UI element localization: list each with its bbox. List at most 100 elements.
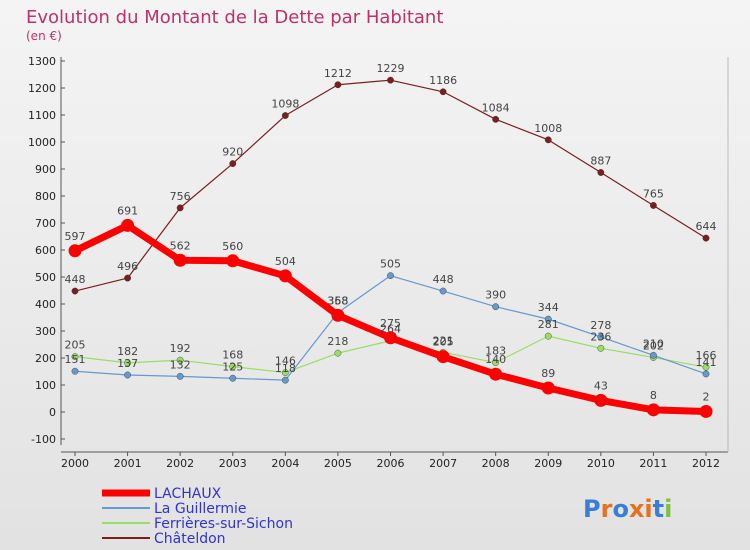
x-tick-label: 2003 [219, 457, 247, 470]
data-label: 218 [327, 335, 348, 348]
data-point [544, 315, 552, 323]
data-labels: 448 496 756 920 1098 1212 1229 1186 1084 1008 887 7… [65, 62, 717, 403]
data-label: 597 [65, 230, 86, 243]
axes: -100 0 100 200 300 400 500 600 700 800 900 1000 1100… [28, 55, 729, 470]
data-label: 496 [117, 260, 138, 273]
data-label: 125 [222, 360, 243, 373]
data-label: 344 [538, 301, 559, 314]
data-label: 205 [433, 336, 454, 349]
x-tick-label: 2002 [166, 457, 194, 470]
data-label: 8 [650, 389, 657, 402]
data-label: 756 [170, 190, 191, 203]
data-label: 132 [170, 358, 191, 371]
data-point [541, 381, 555, 395]
data-label: 1008 [534, 122, 562, 135]
x-tick-label: 2011 [639, 457, 667, 470]
data-label: 118 [275, 362, 296, 375]
data-point [387, 272, 394, 280]
data-point [489, 367, 503, 381]
y-tick-label: 1100 [28, 109, 56, 122]
y-tick-label: 1200 [28, 82, 56, 95]
data-label: 166 [696, 349, 717, 362]
data-label: 151 [65, 353, 86, 366]
x-tick-label: 2006 [377, 457, 405, 470]
series-layer [68, 76, 713, 418]
data-label: 2 [703, 390, 710, 403]
data-point [702, 370, 710, 378]
data-point [71, 367, 79, 375]
data-point [650, 202, 657, 209]
x-tick-label: 2004 [271, 457, 299, 470]
data-label: 1229 [377, 62, 405, 75]
data-label: 390 [485, 289, 506, 302]
series-3 [71, 76, 710, 295]
chart-subtitle: (en €) [26, 29, 62, 43]
data-point [229, 374, 237, 382]
series-0 [68, 218, 713, 418]
data-point [492, 303, 500, 311]
y-tick-label: 400 [35, 298, 56, 311]
data-point [597, 344, 605, 352]
data-label: 89 [541, 367, 555, 380]
data-label: 141 [696, 356, 717, 369]
data-point [121, 218, 135, 232]
data-point [436, 350, 450, 364]
data-label: 278 [590, 319, 611, 332]
data-label: 264 [380, 323, 401, 336]
proxiti-logo: Proxiti [583, 495, 672, 523]
x-tick-label: 2010 [587, 457, 615, 470]
x-tick-label: 2007 [429, 457, 457, 470]
data-label: 210 [643, 337, 664, 350]
data-point [387, 76, 394, 84]
data-point [281, 112, 289, 119]
data-point [334, 81, 342, 89]
data-label: 691 [117, 204, 138, 217]
data-label: 140 [485, 353, 506, 366]
data-label: 448 [65, 273, 86, 286]
x-tick-label: 2012 [692, 457, 720, 470]
data-point [176, 204, 184, 212]
y-tick-label: -100 [31, 433, 56, 446]
data-label: 562 [170, 239, 191, 252]
data-label: 221 [433, 334, 454, 347]
x-tick-label: 2008 [482, 457, 510, 470]
y-tick-label: 100 [35, 379, 56, 392]
data-label: 368 [327, 295, 348, 308]
legend-label: Ferrières-sur-Sichon [154, 516, 293, 532]
data-point [384, 331, 397, 345]
data-label: 644 [696, 220, 717, 233]
y-tick-label: 0 [49, 406, 56, 419]
data-label: 887 [590, 155, 611, 168]
x-tick-label: 2001 [114, 457, 142, 470]
data-point [544, 136, 552, 144]
data-point [699, 404, 713, 418]
legend-label: La Guillermie [154, 501, 246, 517]
data-point [124, 359, 131, 367]
data-point [173, 253, 187, 267]
y-tick-label: 700 [35, 217, 56, 230]
data-point [439, 88, 447, 96]
data-label: 205 [65, 339, 86, 352]
data-label: 504 [275, 255, 296, 268]
data-label: 1098 [271, 98, 299, 111]
data-point [71, 287, 79, 295]
data-label: 358 [327, 294, 348, 307]
chart-title: Evolution du Montant de la Dette par Hab… [26, 7, 443, 28]
data-point [124, 371, 131, 379]
series-1 [71, 272, 710, 384]
data-label: 920 [222, 146, 243, 159]
data-point [597, 333, 605, 341]
data-label: 192 [170, 342, 191, 355]
data-label: 202 [643, 339, 664, 352]
x-tick-label: 2005 [324, 457, 352, 470]
data-point [544, 332, 552, 340]
data-point [226, 254, 240, 268]
data-label: 1084 [482, 101, 510, 114]
y-tick-label: 900 [35, 163, 56, 176]
logo-text: Proxiti [583, 495, 672, 523]
data-label: 236 [590, 330, 611, 343]
data-point [702, 234, 710, 242]
data-point [71, 353, 79, 361]
